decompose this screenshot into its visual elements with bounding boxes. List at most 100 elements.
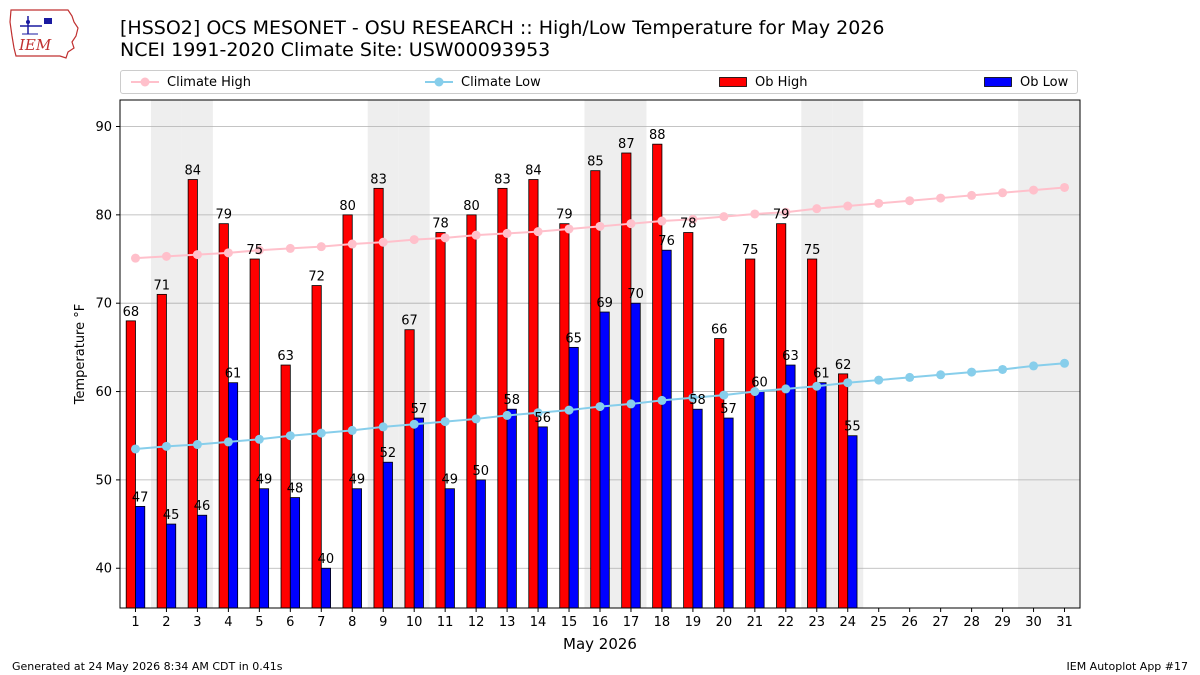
- ob-low-label-day-17: 70: [627, 287, 644, 302]
- ob-low-bar-day-10: [413, 417, 424, 609]
- climate-high-point-day-21: [750, 209, 760, 219]
- ob-low-bar-day-21: [754, 391, 765, 609]
- climate-high-point-day-9: [378, 237, 388, 247]
- climate-low-point-day-20: [719, 390, 729, 400]
- climate-high-point-day-3: [192, 250, 202, 260]
- title-line-2: NCEI 1991-2020 Climate Site: USW00093953: [120, 39, 551, 61]
- climate-low-point-day-18: [657, 395, 667, 405]
- ob-high-bar-day-18: [652, 143, 663, 609]
- x-tick-label: 3: [193, 615, 201, 630]
- climate-low-point-day-21: [750, 387, 760, 397]
- ob-high-label-day-17: 87: [618, 137, 635, 152]
- bars: [125, 143, 858, 609]
- ob-high-label-day-23: 75: [804, 243, 821, 258]
- ob-low-bar-day-4: [227, 382, 239, 609]
- y-tick-label: 40: [95, 562, 112, 577]
- weekend-shade-day-30: [1018, 100, 1050, 608]
- climate-high-point-day-19: [688, 214, 698, 224]
- ob-high-label-day-15: 79: [556, 208, 573, 223]
- climate-low-point-day-9: [378, 422, 388, 432]
- climate-low-point-day-1: [130, 444, 140, 454]
- ob-high-bar-day-14: [528, 179, 539, 609]
- ob-low-bar-day-5: [258, 488, 270, 609]
- ob-low-label-day-11: 49: [442, 473, 459, 488]
- ob-low-bar-day-7: [320, 567, 331, 609]
- x-tick-label: 26: [901, 615, 918, 630]
- ob-high-bar-day-9: [373, 187, 384, 609]
- climate-high-point-day-5: [254, 245, 264, 255]
- x-tick-label: 11: [437, 615, 454, 630]
- x-tick-label: 31: [1056, 615, 1073, 630]
- ob-low-swatch-icon: [984, 77, 1012, 87]
- climate-low-point-day-28: [967, 367, 977, 377]
- climate-high-point-day-17: [626, 219, 636, 229]
- ob-high-bar-day-15: [559, 223, 570, 609]
- ob-high-bar-day-21: [745, 258, 756, 609]
- ob-low-label-day-7: 40: [318, 552, 335, 567]
- climate-low-point-day-23: [812, 381, 822, 391]
- data-labels: 68 71 84 79 75 63 72 80 83 67 78 80 83 84 79 85 87 88 78 66…: [123, 128, 861, 567]
- climate-high-point-day-12: [471, 230, 481, 240]
- ob-high-bar-day-22: [776, 223, 787, 609]
- climate-high-point-day-23: [812, 204, 822, 214]
- ob-low-label-day-15: 65: [565, 331, 582, 346]
- ob-high-label-day-11: 78: [432, 217, 449, 232]
- ob-low-bar-day-6: [289, 497, 301, 609]
- ob-high-bar-day-16: [590, 170, 601, 609]
- x-tick-label: 20: [716, 615, 733, 630]
- climate-low-point-day-3: [192, 440, 202, 450]
- weekend-shading: [150, 100, 1080, 608]
- title-line-1: [HSSO2] OCS MESONET - OSU RESEARCH :: Hi…: [120, 17, 885, 39]
- climate-low-point-day-8: [347, 425, 357, 435]
- ob-high-bar-day-10: [404, 329, 415, 609]
- x-tick-label: 2: [162, 615, 170, 630]
- ob-high-label-day-24: 62: [835, 358, 852, 373]
- ob-low-label-day-2: 45: [163, 508, 180, 523]
- climate-low-point-day-30: [1029, 361, 1039, 371]
- ob-low-bar-day-13: [506, 408, 517, 609]
- climate-high-point-day-26: [905, 196, 915, 206]
- ob-high-label-day-2: 71: [154, 278, 171, 293]
- climate-low-point-day-7: [316, 428, 326, 438]
- climate-low-point-day-25: [874, 375, 884, 385]
- ob-low-label-day-16: 69: [596, 296, 613, 311]
- x-tick-label: 12: [468, 615, 485, 630]
- climate-high-point-day-22: [781, 207, 791, 217]
- y-tick-label: 80: [95, 208, 112, 223]
- weekend-shade-day-31: [1049, 100, 1080, 608]
- ob-low-bar-day-12: [475, 479, 486, 609]
- climate-high-point-day-25: [874, 198, 884, 208]
- ob-high-bar-day-1: [125, 320, 136, 609]
- climate-high-line-icon: [131, 77, 159, 87]
- ob-low-bar-day-22: [785, 364, 796, 609]
- climate-high-point-day-15: [564, 224, 574, 234]
- ob-high-label-day-10: 67: [401, 314, 418, 329]
- x-tick-label: 1: [131, 615, 139, 630]
- climate-high-point-day-29: [998, 188, 1008, 198]
- ob-low-label-day-20: 57: [720, 402, 737, 417]
- y-tick-label: 60: [95, 385, 112, 400]
- ob-low-label-day-14: 56: [534, 411, 551, 426]
- climate-low-point-day-31: [1060, 358, 1070, 368]
- ob-low-label-day-21: 60: [751, 376, 768, 391]
- ob-high-bar-day-3: [187, 179, 198, 609]
- ob-low-bar-day-19: [692, 408, 703, 609]
- ob-high-label-day-12: 80: [463, 199, 480, 214]
- climate-high-point-day-24: [843, 201, 853, 211]
- climate-low-point-day-17: [626, 399, 636, 409]
- x-tick-label: 13: [499, 615, 516, 630]
- x-tick-label: 23: [809, 615, 826, 630]
- ob-low-label-day-6: 48: [287, 482, 304, 497]
- ob-high-bar-day-12: [466, 214, 477, 609]
- climate-low-point-day-4: [223, 437, 233, 447]
- ob-high-label-day-19: 78: [680, 217, 697, 232]
- legend-label-ob-high: Ob High: [755, 74, 808, 90]
- ob-low-label-day-12: 50: [473, 464, 490, 479]
- ob-high-bar-day-19: [683, 232, 694, 609]
- ob-low-label-day-9: 52: [380, 446, 397, 461]
- ob-low-bar-day-11: [444, 488, 455, 609]
- iem-logo: IEM: [8, 6, 82, 60]
- ob-high-bar-day-23: [807, 258, 818, 609]
- climate-low-point-day-10: [409, 419, 419, 429]
